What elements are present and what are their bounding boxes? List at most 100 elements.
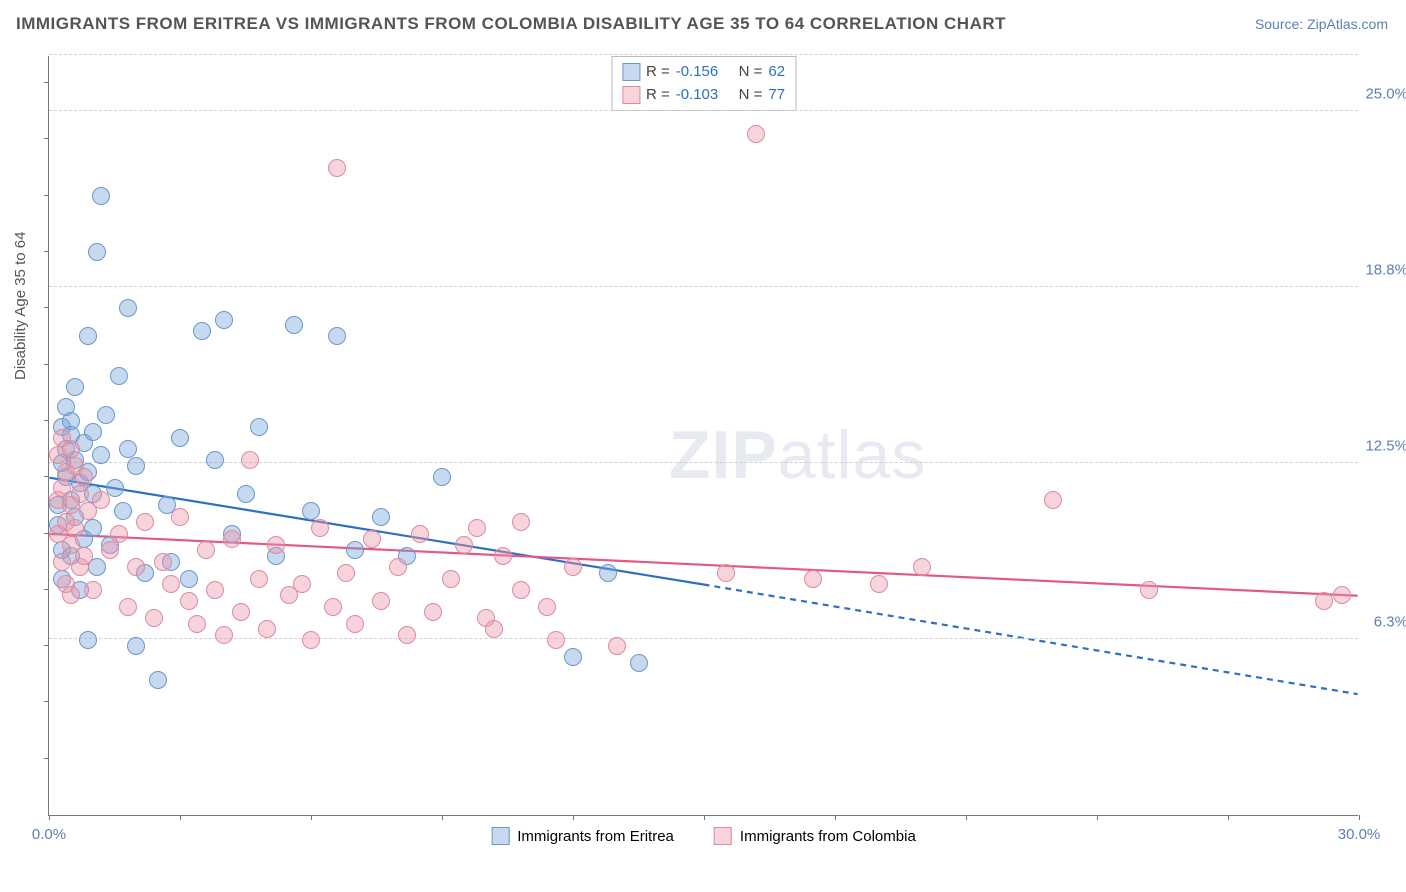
scatter-point-colombia bbox=[232, 603, 250, 621]
scatter-point-eritrea bbox=[433, 468, 451, 486]
scatter-point-colombia bbox=[564, 558, 582, 576]
scatter-point-colombia bbox=[1333, 586, 1351, 604]
scatter-point-colombia bbox=[293, 575, 311, 593]
scatter-point-colombia bbox=[180, 592, 198, 610]
scatter-point-eritrea bbox=[630, 654, 648, 672]
scatter-point-colombia bbox=[258, 620, 276, 638]
scatter-point-colombia bbox=[512, 513, 530, 531]
y-tick-label: 18.8% bbox=[1365, 262, 1406, 279]
x-tick-mark bbox=[966, 815, 967, 820]
legend-label-eritrea: Immigrants from Eritrea bbox=[517, 828, 674, 845]
y-tick-mark bbox=[44, 307, 49, 308]
scatter-point-eritrea bbox=[110, 367, 128, 385]
y-tick-label: 12.5% bbox=[1365, 438, 1406, 455]
scatter-point-colombia bbox=[215, 626, 233, 644]
y-tick-mark bbox=[44, 476, 49, 477]
scatter-point-colombia bbox=[485, 620, 503, 638]
swatch-colombia-icon bbox=[622, 86, 640, 104]
y-tick-mark bbox=[44, 82, 49, 83]
legend-item-colombia: Immigrants from Colombia bbox=[714, 827, 916, 845]
scatter-point-colombia bbox=[1140, 581, 1158, 599]
x-tick-mark bbox=[1228, 815, 1229, 820]
scatter-point-colombia bbox=[717, 564, 735, 582]
scatter-point-eritrea bbox=[79, 327, 97, 345]
scatter-point-colombia bbox=[206, 581, 224, 599]
scatter-point-eritrea bbox=[302, 502, 320, 520]
source-label: Source: bbox=[1255, 16, 1307, 32]
scatter-point-colombia bbox=[62, 586, 80, 604]
legend-item-eritrea: Immigrants from Eritrea bbox=[491, 827, 674, 845]
scatter-point-eritrea bbox=[237, 485, 255, 503]
scatter-point-colombia bbox=[75, 547, 93, 565]
x-tick-mark bbox=[704, 815, 705, 820]
scatter-point-colombia bbox=[608, 637, 626, 655]
scatter-point-colombia bbox=[804, 570, 822, 588]
scatter-point-colombia bbox=[1044, 491, 1062, 509]
scatter-point-eritrea bbox=[180, 570, 198, 588]
n-label: N = bbox=[739, 84, 763, 107]
scatter-point-colombia bbox=[84, 581, 102, 599]
scatter-point-eritrea bbox=[92, 446, 110, 464]
stat-legend: R = -0.156 N = 62 R = -0.103 N = 77 bbox=[611, 56, 796, 111]
scatter-point-eritrea bbox=[193, 322, 211, 340]
y-tick-mark bbox=[44, 138, 49, 139]
scatter-point-eritrea bbox=[250, 418, 268, 436]
scatter-point-colombia bbox=[913, 558, 931, 576]
n-label: N = bbox=[739, 61, 763, 84]
scatter-point-eritrea bbox=[206, 451, 224, 469]
scatter-point-colombia bbox=[127, 558, 145, 576]
scatter-point-eritrea bbox=[119, 299, 137, 317]
scatter-point-eritrea bbox=[127, 457, 145, 475]
n-value-colombia: 77 bbox=[768, 84, 785, 107]
source-link[interactable]: ZipAtlas.com bbox=[1307, 16, 1388, 32]
gridline bbox=[49, 54, 1358, 55]
y-tick-mark bbox=[44, 701, 49, 702]
scatter-point-eritrea bbox=[346, 541, 364, 559]
trend-lines-svg bbox=[49, 56, 1358, 815]
x-tick-mark bbox=[1097, 815, 1098, 820]
scatter-point-colombia bbox=[346, 615, 364, 633]
scatter-point-colombia bbox=[53, 553, 71, 571]
scatter-point-colombia bbox=[223, 530, 241, 548]
scatter-point-colombia bbox=[389, 558, 407, 576]
watermark: ZIPatlas bbox=[669, 416, 926, 494]
scatter-point-colombia bbox=[250, 570, 268, 588]
x-tick-mark bbox=[573, 815, 574, 820]
scatter-point-colombia bbox=[302, 631, 320, 649]
x-tick-label: 0.0% bbox=[32, 826, 66, 843]
scatter-point-eritrea bbox=[171, 429, 189, 447]
scatter-point-colombia bbox=[154, 553, 172, 571]
x-tick-mark bbox=[442, 815, 443, 820]
swatch-eritrea-icon bbox=[622, 63, 640, 81]
r-label: R = bbox=[646, 61, 670, 84]
scatter-point-colombia bbox=[92, 491, 110, 509]
scatter-point-eritrea bbox=[564, 648, 582, 666]
scatter-point-colombia bbox=[547, 631, 565, 649]
scatter-point-colombia bbox=[424, 603, 442, 621]
scatter-point-colombia bbox=[188, 615, 206, 633]
y-tick-label: 6.3% bbox=[1374, 614, 1406, 631]
scatter-point-colombia bbox=[512, 581, 530, 599]
scatter-point-colombia bbox=[101, 541, 119, 559]
scatter-point-colombia bbox=[145, 609, 163, 627]
x-tick-mark bbox=[835, 815, 836, 820]
scatter-point-colombia bbox=[197, 541, 215, 559]
scatter-point-eritrea bbox=[328, 327, 346, 345]
bottom-legend: Immigrants from Eritrea Immigrants from … bbox=[491, 827, 916, 845]
gridline bbox=[49, 638, 1358, 639]
plot-area: ZIPatlas R = -0.156 N = 62 R = -0.103 N … bbox=[48, 56, 1358, 816]
scatter-point-colombia bbox=[53, 479, 71, 497]
scatter-point-eritrea bbox=[79, 631, 97, 649]
scatter-point-colombia bbox=[311, 519, 329, 537]
x-tick-label: 30.0% bbox=[1338, 826, 1381, 843]
scatter-point-colombia bbox=[66, 519, 84, 537]
r-value-eritrea: -0.156 bbox=[676, 61, 719, 84]
r-label: R = bbox=[646, 84, 670, 107]
scatter-point-eritrea bbox=[114, 502, 132, 520]
scatter-point-colombia bbox=[337, 564, 355, 582]
x-tick-mark bbox=[49, 815, 50, 820]
y-tick-mark bbox=[44, 195, 49, 196]
x-tick-mark bbox=[1359, 815, 1360, 820]
scatter-point-colombia bbox=[363, 530, 381, 548]
scatter-point-eritrea bbox=[66, 378, 84, 396]
